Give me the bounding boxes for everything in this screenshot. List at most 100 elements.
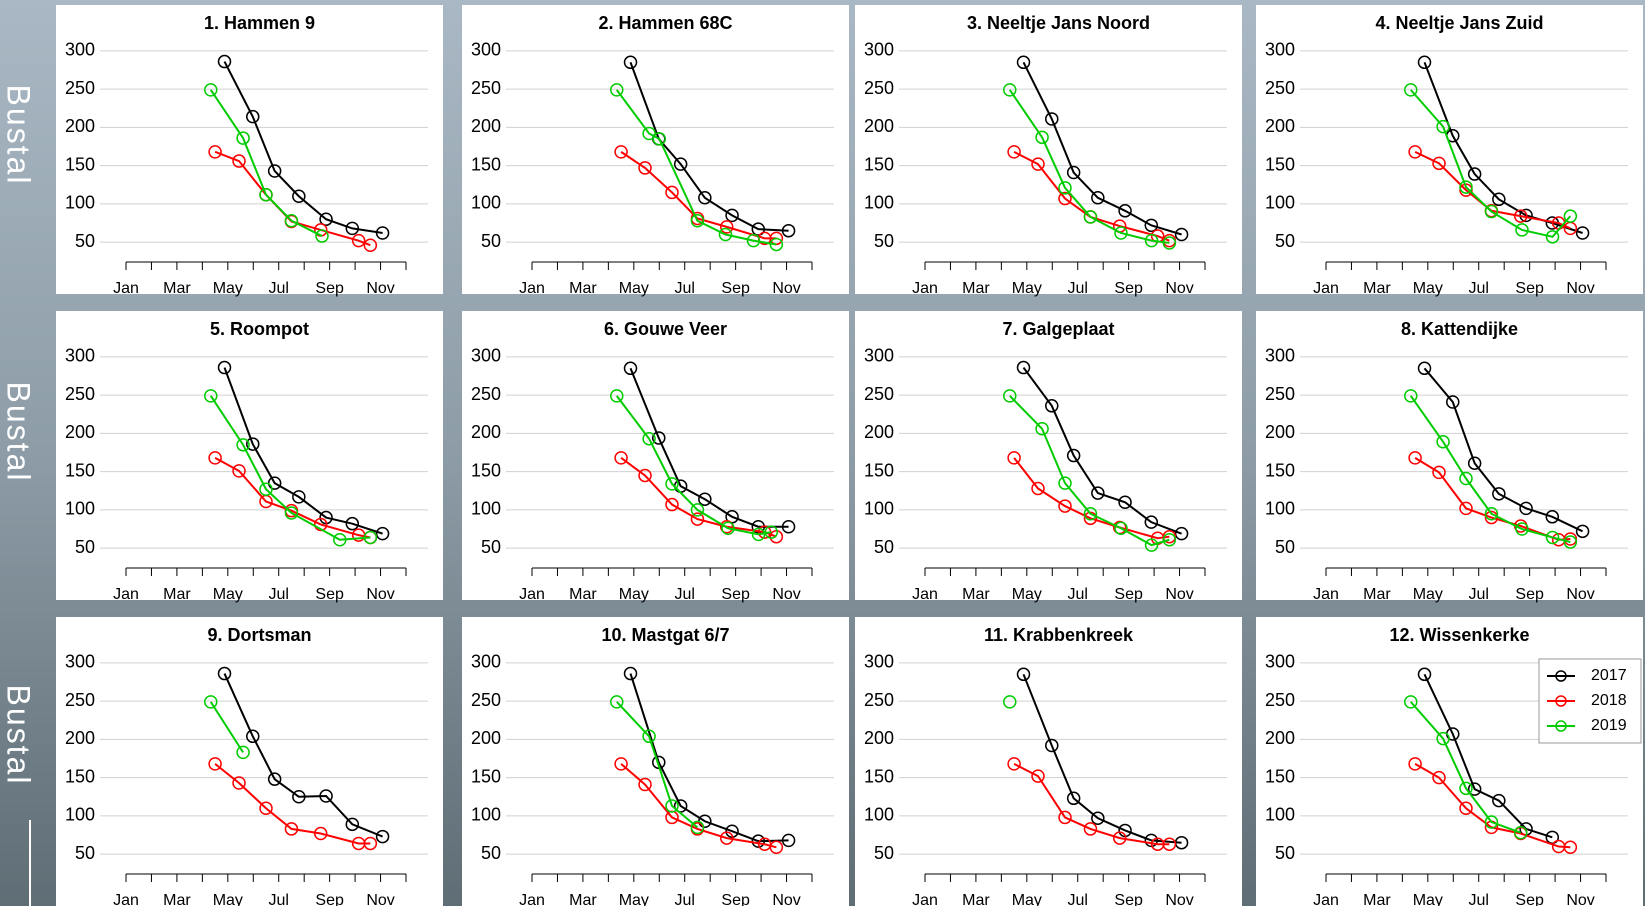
chart-title: 3. Neeltje Jans Noord — [967, 13, 1150, 33]
y-tick-label: 250 — [471, 690, 501, 710]
series-line — [1013, 762, 1170, 846]
data-point — [1162, 533, 1177, 547]
legend-marker — [1555, 670, 1567, 682]
series-line — [1022, 673, 1182, 844]
data-point — [246, 437, 260, 451]
y-tick-label: 100 — [471, 193, 501, 213]
y-tick-label: 200 — [864, 116, 894, 136]
x-tick-label: May — [1012, 586, 1042, 603]
x-tick-label: Nov — [772, 280, 800, 297]
x-tick-label: Nov — [772, 586, 800, 603]
panel — [56, 617, 443, 906]
chart: 1. Hammen 9 50 100 150 200 250 300 Jan Mar May Jul… — [56, 5, 443, 297]
chart-title: 1. Hammen 9 — [204, 13, 315, 33]
y-tick-label: 150 — [1265, 154, 1295, 174]
data-point — [1114, 521, 1128, 536]
x-tick-label: Jul — [269, 586, 289, 603]
data-point — [1467, 167, 1482, 181]
x-tick-label: Nov — [366, 586, 394, 603]
data-point — [1035, 130, 1049, 145]
data-point — [267, 164, 282, 178]
x-tick-label: Mar — [962, 280, 990, 297]
data-point — [1515, 522, 1529, 536]
data-point — [1007, 757, 1021, 771]
data-point — [610, 695, 624, 709]
data-point — [610, 83, 624, 97]
x-tick-label: Jan — [912, 892, 938, 906]
x-tick-label: Jan — [519, 586, 545, 603]
y-tick-label: 200 — [471, 116, 501, 136]
y-tick-label: 250 — [864, 384, 894, 404]
side-label: Bustal — [1, 85, 37, 186]
data-point — [746, 233, 761, 248]
chart-title: 2. Hammen 68C — [598, 13, 732, 33]
data-point — [345, 221, 360, 236]
data-point — [1432, 770, 1446, 785]
legend-label: 2019 — [1591, 717, 1627, 734]
x-tick-label: May — [1413, 586, 1443, 603]
data-point — [614, 757, 628, 771]
data-point — [1066, 165, 1081, 180]
chart: 6. Gouwe Veer 50 100 150 200 250 300 Jan Mar May J… — [462, 311, 849, 603]
y-tick-label: 200 — [864, 728, 894, 748]
data-point — [642, 126, 656, 141]
data-point — [319, 212, 333, 226]
data-point — [1066, 448, 1081, 463]
data-point — [769, 840, 784, 855]
data-point — [638, 161, 652, 175]
y-tick-label: 150 — [65, 460, 95, 480]
data-point — [315, 229, 329, 243]
data-point — [1007, 145, 1021, 159]
data-point — [267, 772, 282, 786]
x-tick-label: May — [1413, 280, 1443, 297]
chart: 11. Krabbenkreek 50 100 150 200 250 300 Jan Mar M… — [855, 617, 1242, 906]
data-point — [259, 801, 273, 815]
x-tick-label: Mar — [163, 280, 191, 297]
data-point — [614, 145, 628, 159]
data-point — [232, 154, 246, 168]
y-tick-label: 50 — [874, 231, 894, 251]
x-tick-label: Jan — [113, 280, 139, 297]
y-tick-label: 250 — [1265, 78, 1295, 98]
y-tick-label: 300 — [65, 346, 95, 366]
data-point — [1513, 825, 1528, 840]
y-tick-label: 300 — [65, 40, 95, 60]
data-point — [1467, 456, 1482, 470]
data-point — [236, 131, 250, 145]
data-point — [690, 512, 705, 526]
data-point — [652, 132, 667, 146]
x-tick-label: May — [619, 892, 649, 906]
data-point — [1091, 191, 1105, 205]
data-point — [1031, 157, 1045, 171]
y-tick-label: 100 — [471, 499, 501, 519]
data-point — [1408, 757, 1422, 771]
data-point — [363, 836, 378, 851]
x-tick-label: Jul — [1068, 280, 1088, 297]
series-line — [1423, 673, 1553, 839]
y-tick-label: 300 — [1265, 652, 1295, 672]
x-tick-label: Mar — [1363, 892, 1391, 906]
data-point — [1031, 769, 1045, 783]
y-tick-label: 150 — [471, 154, 501, 174]
data-point — [1003, 83, 1017, 97]
y-tick-label: 250 — [864, 78, 894, 98]
data-point — [1446, 395, 1460, 409]
data-point — [1058, 810, 1072, 825]
data-point — [1058, 476, 1072, 490]
legend-label: 2017 — [1591, 667, 1627, 684]
chart: 12. Wissenkerke 50 100 150 200 250 300 Jan Mar Ma… — [1256, 617, 1643, 906]
x-tick-label: Jul — [1469, 586, 1489, 603]
data-point — [204, 83, 218, 97]
y-tick-label: 150 — [864, 766, 894, 786]
x-tick-label: Sep — [315, 892, 344, 906]
data-point — [236, 745, 250, 760]
data-point — [1459, 501, 1473, 516]
x-tick-label: Jul — [1469, 280, 1489, 297]
series-line — [615, 395, 772, 536]
y-tick-label: 100 — [471, 805, 501, 825]
x-tick-label: Jul — [269, 892, 289, 906]
data-point — [719, 519, 734, 534]
data-point — [1459, 781, 1473, 796]
data-point — [208, 145, 222, 159]
